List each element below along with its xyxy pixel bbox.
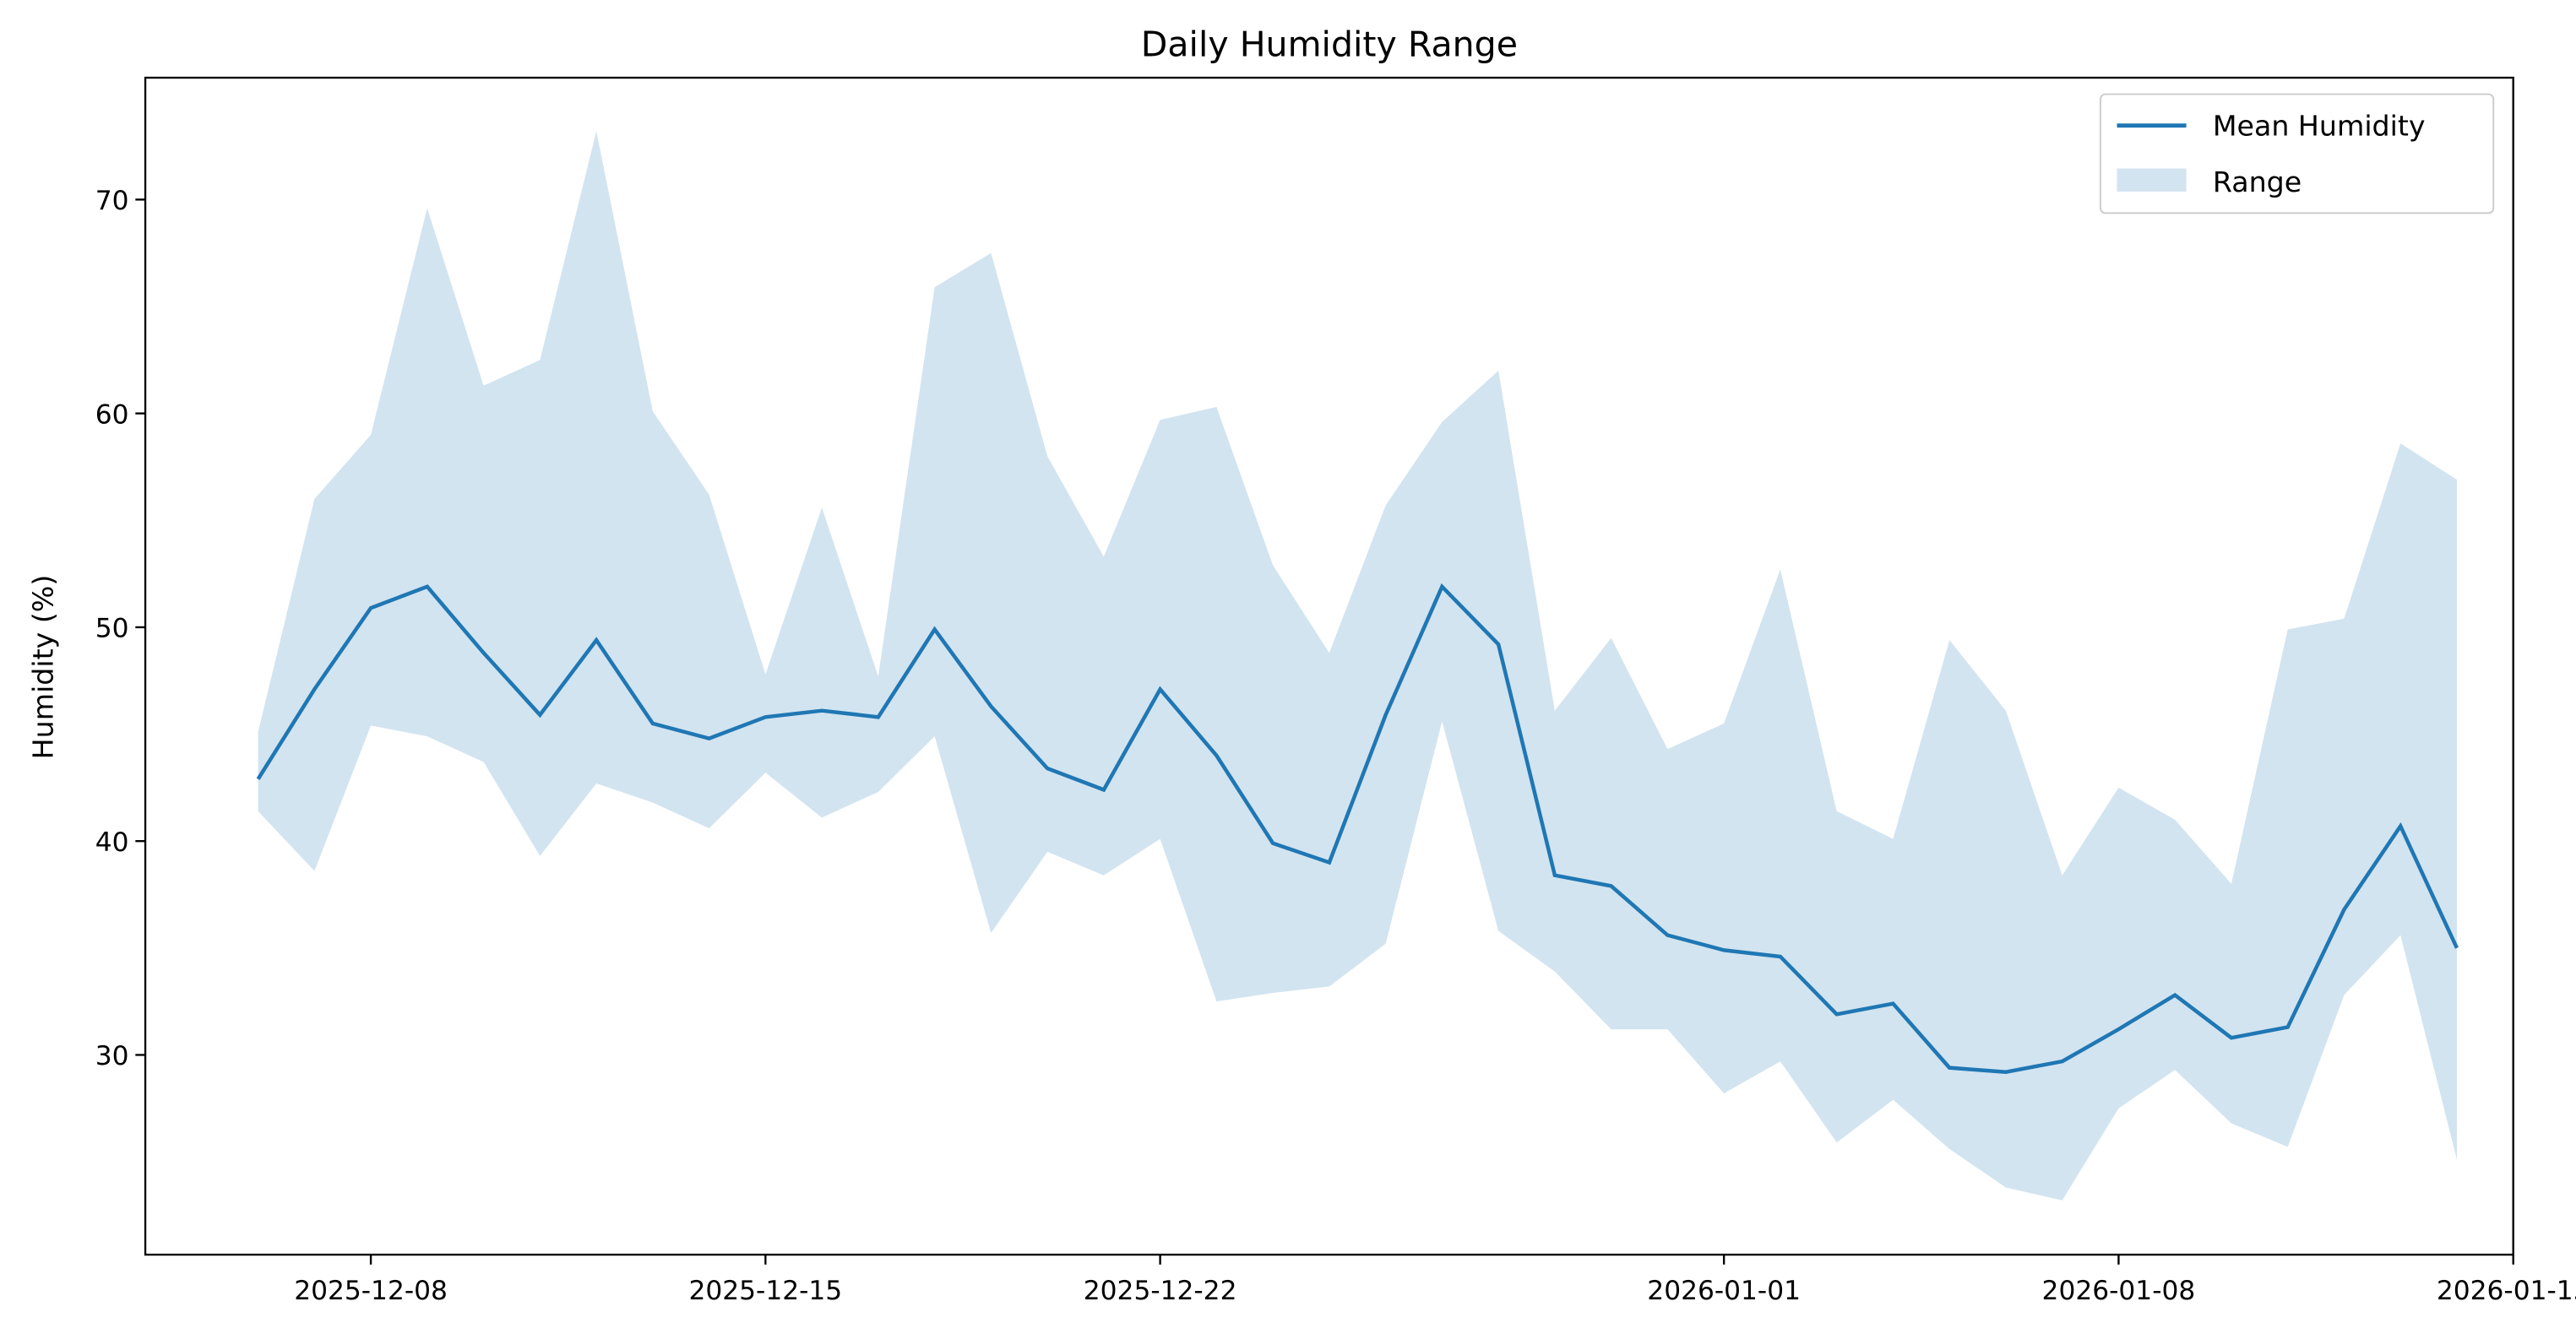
range-band bbox=[258, 131, 2457, 1201]
legend: Mean Humidity Range bbox=[2099, 93, 2495, 214]
legend-label-range: Range bbox=[2213, 165, 2302, 198]
chart-title: Daily Humidity Range bbox=[1141, 24, 1518, 65]
y-tick-label: 30 bbox=[95, 1041, 129, 1071]
y-tick-label: 60 bbox=[95, 399, 129, 430]
y-tick-label: 50 bbox=[95, 614, 129, 644]
x-tick-label: 2026-01-15 bbox=[2437, 1276, 2576, 1306]
y-axis-label: Humidity (%) bbox=[27, 575, 60, 760]
x-tick-label: 2025-12-22 bbox=[1084, 1276, 1237, 1306]
legend-fill-swatch bbox=[2117, 168, 2187, 192]
mean-humidity-line bbox=[256, 583, 2459, 1074]
y-tick-label: 40 bbox=[95, 827, 129, 858]
axes-frame bbox=[144, 76, 2514, 1256]
x-tick-label: 2026-01-08 bbox=[2042, 1276, 2196, 1306]
legend-box bbox=[2099, 93, 2495, 214]
x-tick-label: 2025-12-08 bbox=[294, 1276, 448, 1306]
x-tick-label: 2025-12-15 bbox=[688, 1276, 842, 1306]
x-tick-label: 2026-01-01 bbox=[1647, 1276, 1801, 1306]
plot-area bbox=[256, 131, 2459, 1201]
legend-label-mean: Mean Humidity bbox=[2213, 109, 2426, 142]
y-tick-label: 70 bbox=[95, 186, 129, 216]
